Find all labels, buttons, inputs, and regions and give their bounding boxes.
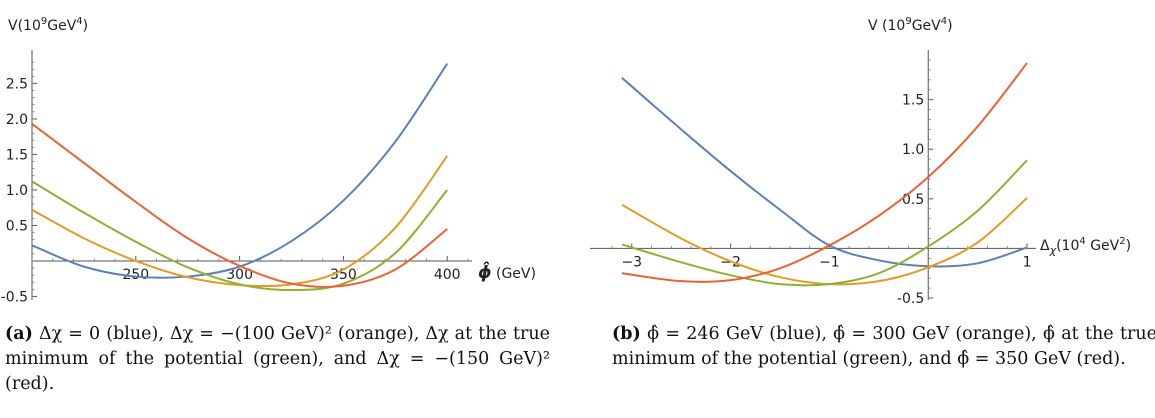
- y-tick-label: 1.0: [902, 142, 924, 158]
- chart-panel-b: −3 −2 −1 1 -0.5 0.5 1.0 1.5 V (109GeV4) Δχ(104 Ge…: [580, 0, 1155, 418]
- x-axis-label: Δχ(104 GeV2): [1040, 236, 1131, 257]
- series-line-3: [31, 180, 449, 292]
- y-tick-label: -0.5: [897, 291, 924, 307]
- y-axis-label: V(109GeV4): [8, 16, 88, 34]
- caption-b: (b) ϕ̂ = 246 GeV (blue), ϕ̂ = 300 GeV (o…: [612, 322, 1155, 372]
- x-tick-label: 1: [1023, 254, 1032, 270]
- caption-b-text: ϕ̂ = 246 GeV (blue), ϕ̂ = 300 GeV (orang…: [612, 324, 1155, 369]
- x-tick-label: 250: [122, 267, 149, 283]
- series-line-4: [31, 123, 448, 289]
- x-tick-label: −1: [819, 254, 840, 270]
- caption-a: (a) Δχ = 0 (blue), Δχ = −(100 GeV)² (ora…: [5, 322, 550, 397]
- x-tick-label: 400: [434, 267, 461, 283]
- y-tick-label: -0.5: [1, 289, 28, 305]
- y-axis-label: V (109GeV4): [868, 16, 953, 34]
- x-tick-label: 300: [226, 267, 253, 283]
- series-line-3: [621, 159, 1028, 287]
- y-tick-label: 0.5: [6, 218, 28, 234]
- chart-a-svg: 250 300 350 400 -0.5 0.5 1.0 1.5 2.0 2.5 V(109GeV4…: [1, 16, 536, 305]
- series-line-1: [31, 62, 449, 279]
- x-tick-label: −3: [621, 254, 642, 270]
- caption-a-text: Δχ = 0 (blue), Δχ = −(100 GeV)² (orange)…: [5, 324, 550, 394]
- caption-b-label: (b): [612, 324, 641, 344]
- x-tick-label: −2: [720, 254, 741, 270]
- chart-b-svg: −3 −2 −1 1 -0.5 0.5 1.0 1.5 V (109GeV4) Δχ(104 Ge…: [590, 16, 1131, 307]
- x-axis-label: ϕ̂ (GeV): [478, 260, 536, 283]
- x-tick-label: 350: [330, 267, 357, 283]
- y-tick-label: 2.0: [6, 112, 28, 128]
- series-line-4: [621, 62, 1028, 283]
- y-tick-label: 0.5: [902, 192, 924, 208]
- y-tick-label: 1.5: [902, 93, 924, 109]
- y-tick-label: 1.0: [6, 183, 28, 199]
- series-line-2: [621, 197, 1028, 286]
- chart-panel-a: 250 300 350 400 -0.5 0.5 1.0 1.5 2.0 2.5 V(109GeV4…: [1, 16, 550, 397]
- y-tick-label: 2.5: [6, 76, 28, 92]
- caption-a-label: (a): [5, 324, 33, 344]
- y-tick-label: 1.5: [6, 147, 28, 163]
